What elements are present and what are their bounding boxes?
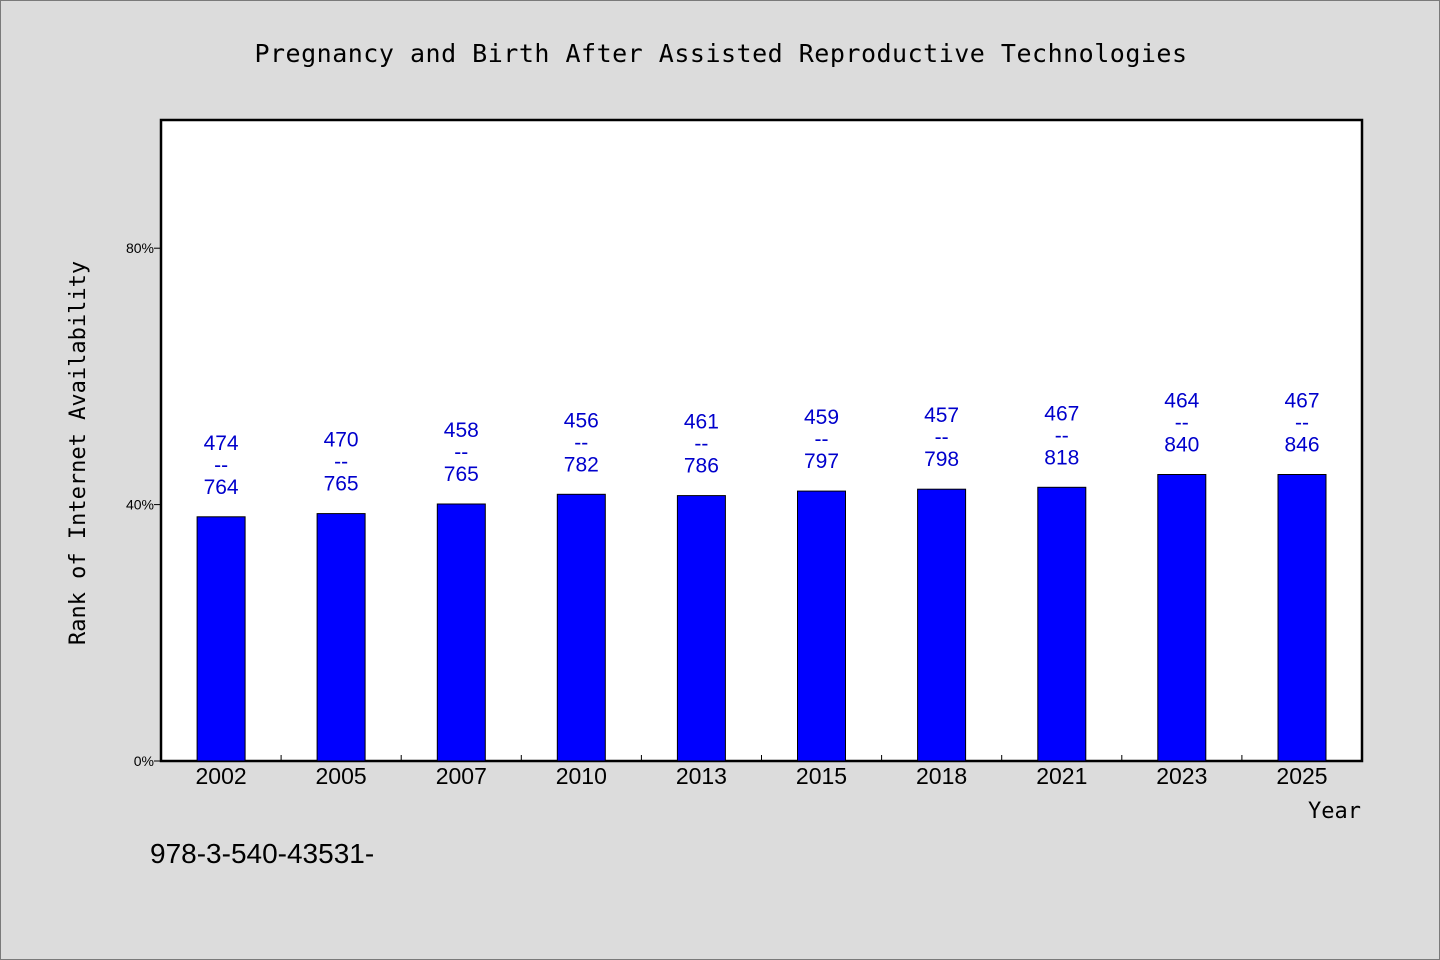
data-label-2010-line-3: 782	[564, 453, 599, 476]
bar-2010	[556, 493, 606, 762]
data-label-2021-line-2: --	[1055, 424, 1069, 447]
bar-2015	[797, 490, 846, 762]
bar-2023	[1157, 474, 1207, 762]
data-label-2023-line-1: 464	[1164, 390, 1199, 413]
data-label-2021-line-3: 818	[1044, 446, 1079, 469]
data-label-2021-line-1: 467	[1044, 402, 1079, 425]
x-axis-label: Year	[1308, 799, 1361, 824]
data-label-2013-line-2: --	[694, 433, 708, 456]
data-label-2005-line-1: 470	[324, 429, 359, 452]
x-axis: 2002 2005 2007 2010 2013 2015 2018 2021 2023 2025	[196, 755, 1328, 789]
bar-2025	[1277, 474, 1327, 762]
data-label-2002-line-3: 764	[204, 476, 239, 499]
x-tick-label-2025: 2025	[1276, 763, 1327, 789]
y-axis-label: Rank of Internet Availability	[66, 261, 91, 645]
data-label-2015-line-3: 797	[804, 450, 839, 473]
bar-2018	[917, 488, 967, 762]
data-label-2002-line-2: --	[214, 454, 228, 477]
data-label-2007-line-2: --	[454, 441, 468, 464]
data-label-2005-line-2: --	[334, 451, 348, 474]
data-label-2018-line-1: 457	[924, 404, 959, 427]
data-label-2018-line-2: --	[935, 426, 949, 449]
x-tick-label-2018: 2018	[916, 763, 967, 789]
data-label-2023-line-2: --	[1175, 412, 1189, 435]
bars-layer	[196, 474, 1327, 762]
x-tick-label-2002: 2002	[196, 763, 247, 789]
x-tick-label-2015: 2015	[796, 763, 847, 789]
x-tick-label-2013: 2013	[676, 763, 727, 789]
x-tick-label-2005: 2005	[316, 763, 367, 789]
bar-2021	[1037, 486, 1087, 762]
data-label-2005-line-3: 765	[324, 473, 359, 496]
data-label-2013-line-3: 786	[684, 455, 719, 478]
y-tick-label-40: 40%	[126, 497, 154, 513]
data-label-2025-line-2: --	[1295, 412, 1309, 435]
data-label-2002-line-1: 474	[204, 432, 239, 455]
bar-2013	[676, 495, 726, 762]
x-tick-label-2010: 2010	[556, 763, 607, 789]
x-tick-label-2023: 2023	[1156, 763, 1207, 789]
y-tick-label-80: 80%	[126, 240, 154, 256]
x-tick-label-2021: 2021	[1036, 763, 1087, 789]
y-axis: 0% 40% 80%	[126, 240, 161, 769]
bar-2007	[436, 503, 486, 762]
y-tick-label-0: 0%	[134, 753, 154, 769]
data-label-2007-line-3: 765	[444, 463, 479, 486]
data-label-2023-line-3: 840	[1164, 434, 1199, 457]
data-label-2013-line-1: 461	[684, 411, 719, 434]
bar-2005	[316, 513, 366, 762]
data-label-2010-line-1: 456	[564, 409, 599, 432]
data-labels-layer: 474--764470--765458--765456--782461--786…	[204, 390, 1320, 499]
data-label-2015-line-2: --	[815, 428, 829, 451]
data-label-2015-line-1: 459	[804, 406, 839, 429]
data-label-2025-line-3: 846	[1284, 434, 1319, 457]
data-label-2007-line-1: 458	[444, 419, 479, 442]
isbn-annotation: 978-3-540-43531-	[150, 838, 374, 869]
x-tick-label-2007: 2007	[436, 763, 487, 789]
data-label-2025-line-1: 467	[1284, 390, 1319, 413]
data-label-2018-line-3: 798	[924, 448, 959, 471]
bar-2002	[196, 516, 246, 762]
data-label-2010-line-2: --	[574, 431, 588, 454]
chart-title: Pregnancy and Birth After Assisted Repro…	[254, 39, 1187, 68]
